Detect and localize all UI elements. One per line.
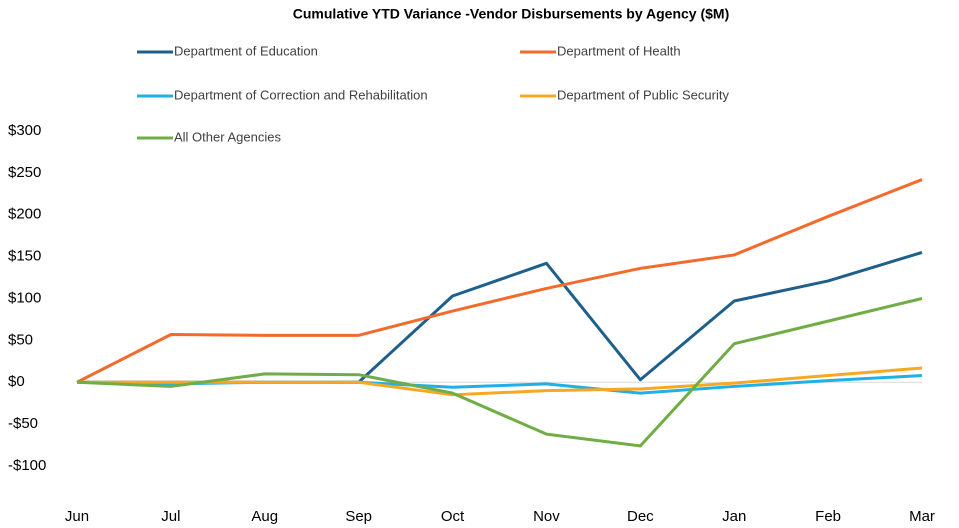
x-tick-label: Aug [251,508,278,525]
x-tick-label: Jul [161,508,180,525]
legend-label: Department of Health [557,43,681,58]
series-line [77,251,923,384]
legend-label: Department of Education [174,43,318,58]
y-tick-label: -$50 [8,415,38,432]
y-tick-label: $250 [8,164,41,181]
y-tick-label: $200 [8,206,41,223]
legend-label: Department of Correction and Rehabilitat… [174,87,428,102]
series-line [76,178,923,384]
y-tick-label: $50 [8,331,33,348]
x-tick-label: Feb [815,508,841,525]
legend-label: All Other Agencies [174,129,281,144]
x-tick-label: Sep [345,508,372,525]
y-tick-label: -$100 [8,457,46,474]
y-tick-label: $100 [8,289,41,306]
y-tick-label: $0 [8,373,25,390]
chart-title: Cumulative YTD Variance -Vendor Disburse… [293,6,729,22]
x-tick-label: Mar [909,508,935,525]
x-tick-label: Jun [65,508,89,525]
x-tick-label: Oct [441,508,465,525]
series-line [77,366,923,397]
legend-label: Department of Public Security [557,87,729,102]
y-tick-label: $150 [8,248,41,265]
x-tick-label: Nov [533,508,560,525]
x-tick-label: Dec [627,508,654,525]
series-line [76,297,923,448]
x-tick-label: Jan [722,508,746,525]
y-tick-label: $300 [8,122,41,139]
